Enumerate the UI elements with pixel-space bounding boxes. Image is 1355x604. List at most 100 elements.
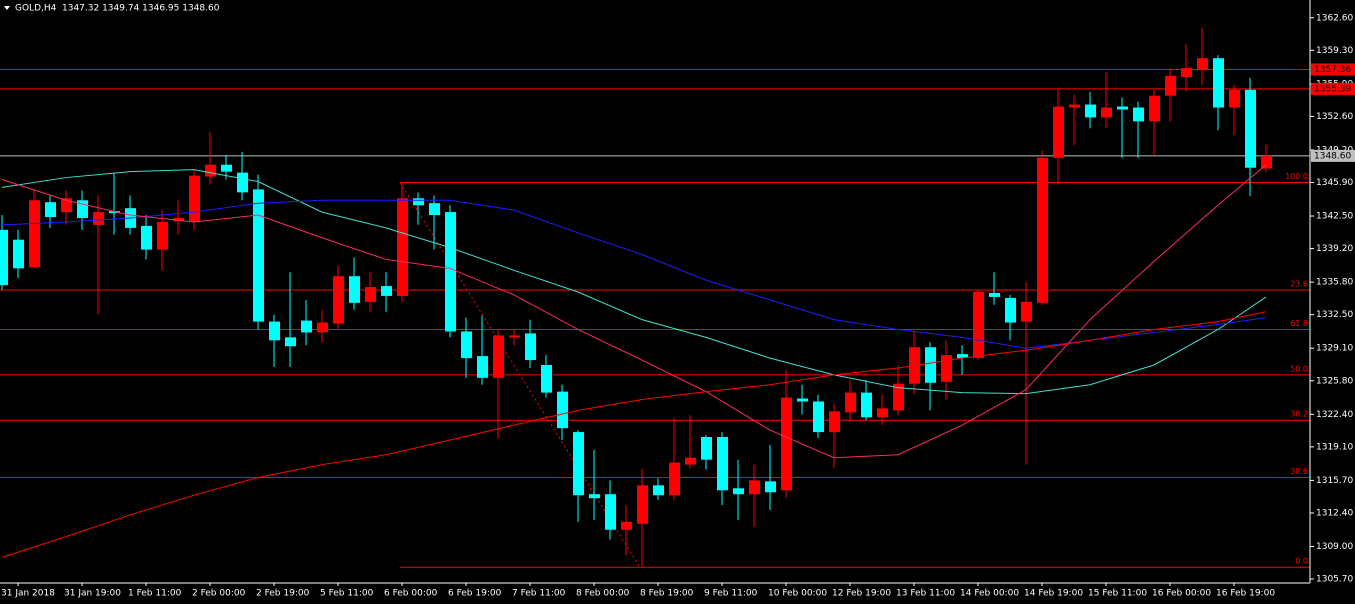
fib-level-label: 50.0 (1290, 364, 1308, 373)
candle-body (1229, 89, 1240, 108)
fib-trendline (399, 182, 641, 568)
x-tick-label: 10 Feb 00:00 (768, 589, 827, 599)
candle-body (0, 229, 8, 286)
candle-body (365, 287, 376, 302)
fib-level-label: 61.8 (1290, 319, 1308, 328)
y-tick-label: 1319.10 (1316, 442, 1353, 452)
x-tick-label: 7 Feb 11:00 (512, 589, 566, 599)
candle-body (813, 401, 824, 433)
x-tick-label: 14 Feb 00:00 (960, 589, 1019, 599)
candle-body (781, 397, 792, 491)
fib-level-label: 38.2 (1290, 410, 1308, 419)
x-tick-label: 2 Feb 00:00 (192, 589, 246, 599)
x-tick-label: 16 Feb 00:00 (1152, 589, 1211, 599)
candle-body (637, 485, 648, 524)
candle-body (157, 221, 168, 250)
y-tick-label: 1345.90 (1316, 178, 1353, 188)
fib-level-label: 38.6 (1290, 467, 1308, 476)
price-label-box (1311, 63, 1355, 76)
y-tick-label: 1305.70 (1316, 575, 1353, 585)
candle-body (93, 212, 104, 225)
lines-layer: 100.0 23.6 61.8 50.0 38.2 38.6 0.0 (0, 68, 1310, 568)
candle-body (1197, 58, 1208, 71)
candle-body (1037, 157, 1048, 303)
candle-body (1117, 106, 1128, 110)
fib-level-label: 23.6 (1290, 280, 1308, 289)
candles-layer (0, 27, 1272, 567)
x-tick-label: 31 Jan 2018 (1, 589, 55, 599)
price-label-box (1311, 82, 1355, 95)
x-tick-label: 8 Feb 19:00 (640, 589, 694, 599)
y-tick-label: 1325.80 (1316, 376, 1353, 386)
candle-body (845, 392, 856, 413)
candle-body (509, 335, 520, 338)
candle-body (173, 218, 184, 221)
candle-body (573, 432, 584, 496)
candle-body (1181, 68, 1192, 77)
candle-body (1213, 58, 1224, 108)
x-tick-label: 5 Feb 11:00 (320, 589, 374, 599)
candle-body (461, 331, 472, 359)
y-tick-label: 1335.80 (1316, 278, 1353, 288)
candle-body (557, 391, 568, 429)
candle-body (829, 411, 840, 433)
x-tick-label: 12 Feb 19:00 (832, 589, 891, 599)
x-tick-label: 31 Jan 19:00 (64, 589, 121, 599)
y-tick-label: 1342.50 (1316, 212, 1353, 222)
candle-body (189, 175, 200, 222)
moving-average-line (1, 164, 1267, 459)
candle-body (221, 164, 232, 172)
price-label: 1357.36 (1314, 65, 1351, 75)
price-label-box (1311, 149, 1355, 162)
candle-body (893, 383, 904, 411)
candle-body (141, 225, 152, 250)
candle-body (1005, 297, 1016, 323)
candle-body (301, 320, 312, 333)
candle-body (685, 457, 696, 465)
candle-body (941, 355, 952, 382)
x-tick-label: 16 Feb 19:00 (1216, 589, 1275, 599)
y-tick-label: 1362.60 (1316, 13, 1353, 23)
candle-body (429, 203, 440, 216)
candle-body (669, 462, 680, 496)
candle-body (525, 333, 536, 361)
x-tick-label: 8 Feb 00:00 (576, 589, 630, 599)
x-tick-label: 14 Feb 19:00 (1024, 589, 1083, 599)
candle-body (1261, 155, 1272, 169)
candle-body (605, 494, 616, 530)
candle-body (477, 356, 488, 378)
x-tick-label: 1 Feb 11:00 (128, 589, 182, 599)
candle-body (1165, 75, 1176, 96)
candle-body (349, 276, 360, 303)
quote-text: 1347.32 1349.74 1346.95 1348.60 (62, 4, 220, 14)
x-tick-label: 6 Feb 00:00 (384, 589, 438, 599)
candle-body (445, 212, 456, 332)
candle-body (205, 164, 216, 177)
candle-body (109, 211, 120, 214)
price-label: 1355.39 (1314, 84, 1351, 94)
candle-body (621, 521, 632, 530)
candle-body (1245, 89, 1256, 168)
candle-body (493, 335, 504, 378)
x-tick-label: 9 Feb 11:00 (704, 589, 758, 599)
candle-body (701, 437, 712, 460)
candle-body (45, 202, 56, 218)
candle-body (269, 321, 280, 341)
menu-triangle[interactable] (4, 6, 10, 10)
fib-level-label: 100.0 (1285, 172, 1308, 181)
candle-body (29, 200, 40, 268)
fib-level-label: 0.0 (1295, 557, 1308, 566)
y-tick-label: 1315.70 (1316, 476, 1353, 486)
x-tick-label: 15 Feb 11:00 (1088, 589, 1147, 599)
y-tick-label: 1322.40 (1316, 410, 1353, 420)
x-tick-label: 13 Feb 11:00 (896, 589, 955, 599)
candle-body (541, 364, 552, 393)
candle-body (237, 172, 248, 193)
y-tick-label: 1309.00 (1316, 542, 1353, 552)
price-label: 1348.60 (1314, 151, 1351, 161)
candle-body (1085, 104, 1096, 118)
ma-layer (1, 164, 1267, 558)
moving-average-line (1, 169, 1267, 395)
y-tick-label: 1329.10 (1316, 344, 1353, 354)
